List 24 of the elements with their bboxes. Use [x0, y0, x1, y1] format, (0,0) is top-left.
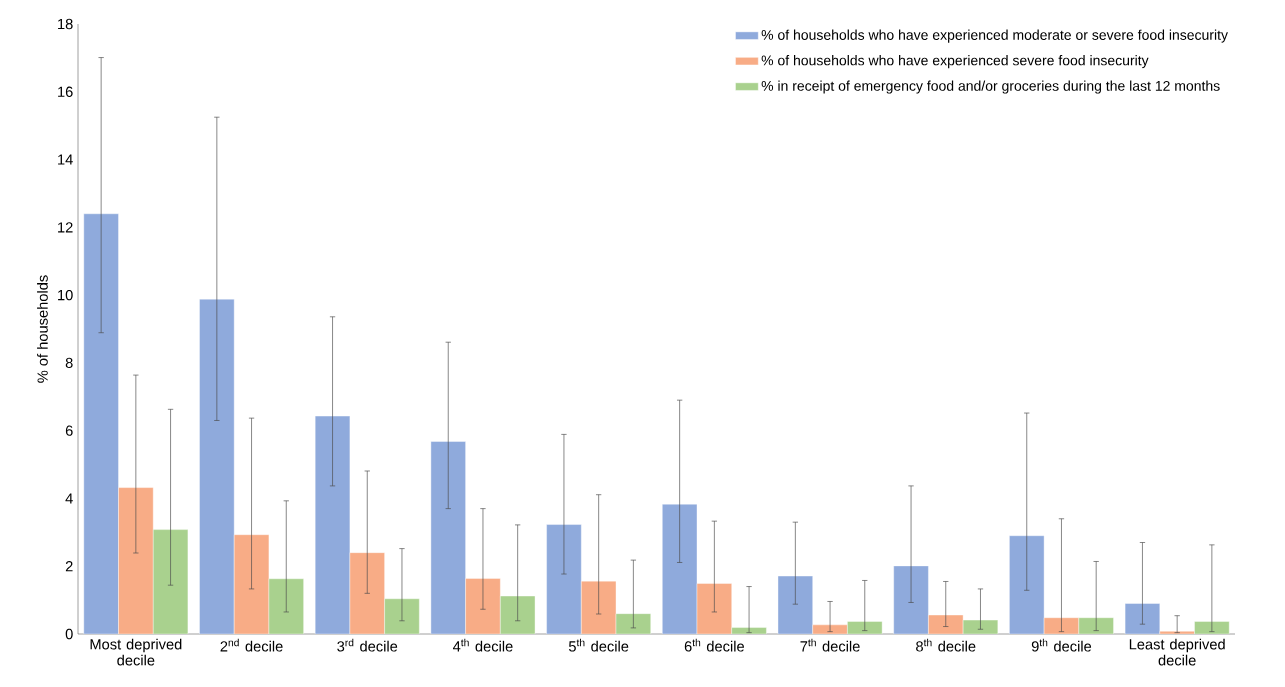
- x-tick-label: 7$^{th}$ decile: [800, 638, 860, 652]
- y-tick-label: 0: [65, 628, 73, 640]
- x-tick-label: 4$^{th}$ decile: [452, 638, 513, 652]
- x-tick-label: 9$^{th}$ decile: [1031, 638, 1092, 652]
- y-tick-label: 16: [58, 86, 73, 97]
- x-tick-label: 8$^{th}$ decile: [916, 638, 976, 652]
- legend-label: % of households who have experienced severe food insecurity: [761, 55, 1149, 69]
- x-tick-label: 6$^{th}$ decile: [684, 638, 744, 652]
- x-tick-label: Least deprived decile: [1129, 638, 1225, 666]
- y-tick-label: 12: [58, 222, 73, 233]
- x-tick-label: Most deprived decile: [90, 638, 182, 666]
- y-tick-label: 6: [65, 425, 73, 436]
- y-tick-label: 2: [65, 561, 73, 572]
- y-tick-label: 4: [65, 493, 73, 504]
- legend-label: % of households who have experienced moderate or severe food insecurity: [761, 29, 1228, 43]
- x-tick-label: 3$^{rd}$ decile: [337, 638, 398, 652]
- y-axis-title: % of households: [37, 275, 48, 383]
- legend-label: % in receipt of emergency food and/or groceries during the last 12 months: [761, 80, 1220, 94]
- y-tick-label: 14: [58, 154, 73, 165]
- x-tick-label: 2$^{nd}$ decile: [220, 638, 283, 652]
- y-tick-label: 18: [58, 18, 73, 30]
- y-tick-label: 8: [65, 357, 73, 369]
- y-tick-label: 10: [58, 289, 73, 301]
- x-tick-label: 5$^{th}$ decile: [568, 638, 629, 652]
